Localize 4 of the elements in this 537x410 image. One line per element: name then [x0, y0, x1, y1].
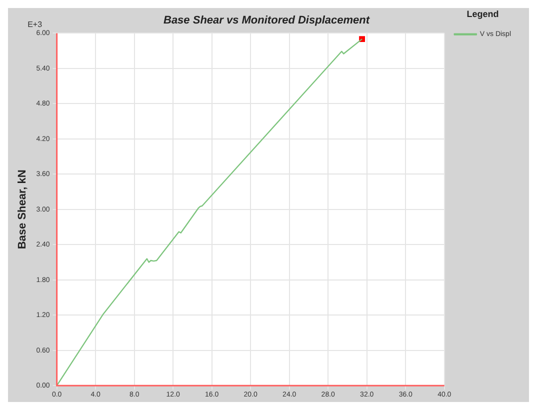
text: E+3 [28, 20, 43, 30]
legend-title: Legend [466, 8, 499, 19]
chart-title: Base Shear vs Monitored Displacement [163, 14, 371, 27]
y-axis-title: Base Shear, kN [16, 170, 29, 250]
